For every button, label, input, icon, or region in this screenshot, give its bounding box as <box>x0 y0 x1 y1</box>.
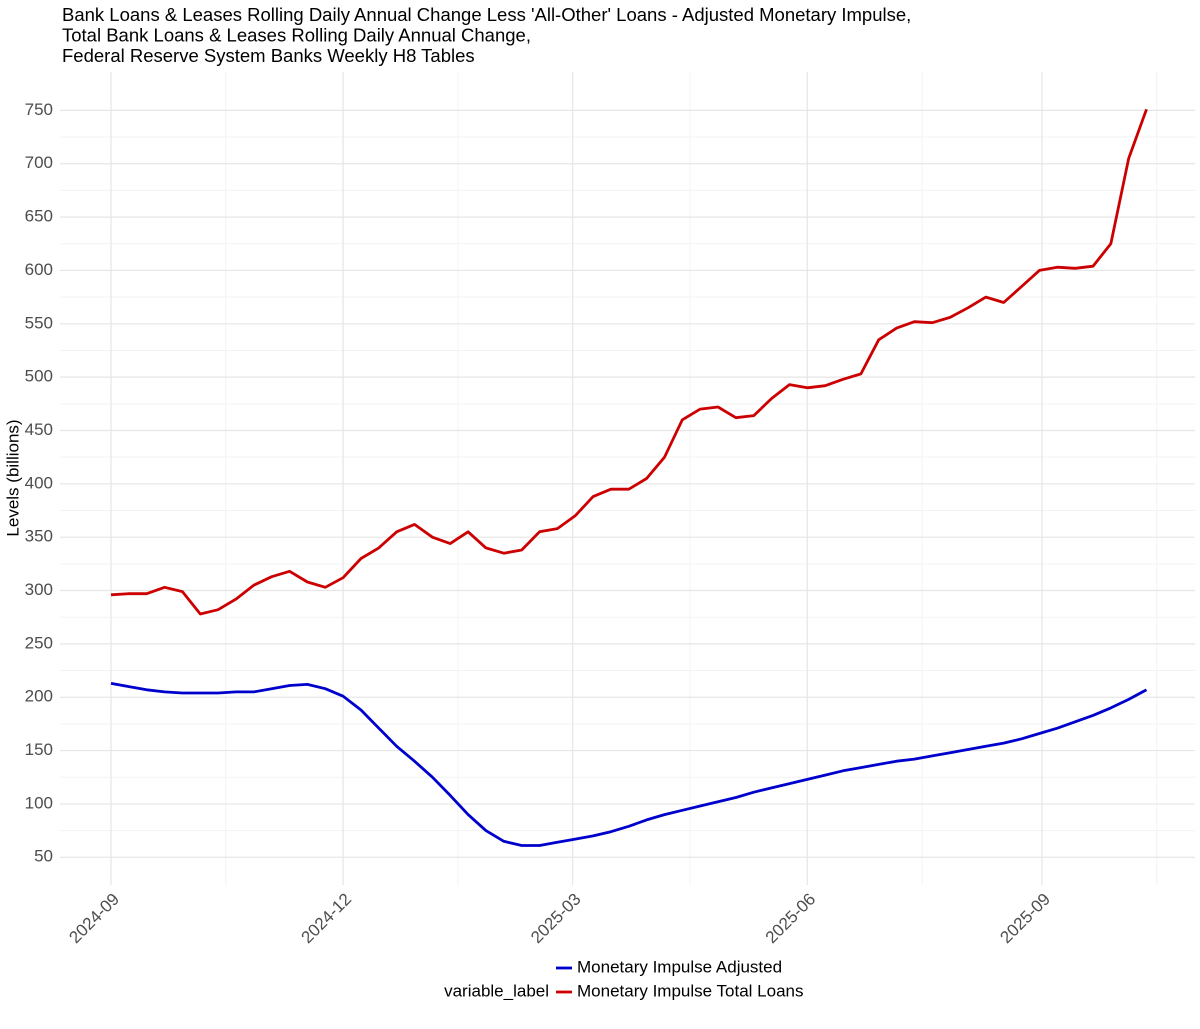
y-tick-label: 600 <box>25 260 53 279</box>
x-tick-label: 2024-09 <box>65 890 123 948</box>
data-line <box>110 682 1148 847</box>
y-tick-label: 250 <box>25 633 53 652</box>
x-tick-label: 2024-12 <box>298 890 356 948</box>
y-tick-label: 350 <box>25 527 53 546</box>
y-axis-label: Levels (billions) <box>3 419 22 536</box>
y-tick-label: 100 <box>25 793 53 812</box>
data-line <box>110 108 1148 616</box>
legend-label: Monetary Impulse Total Loans <box>577 981 803 1000</box>
title-line: Bank Loans & Leases Rolling Daily Annual… <box>62 4 911 25</box>
y-tick-label: 650 <box>25 207 53 226</box>
chart-title: Bank Loans & Leases Rolling Daily Annual… <box>62 4 911 66</box>
y-tick-label: 50 <box>34 847 53 866</box>
legend-title: variable_label <box>444 981 549 1000</box>
y-tick-label: 150 <box>25 740 53 759</box>
y-tick-label: 300 <box>25 580 53 599</box>
title-line: Total Bank Loans & Leases Rolling Daily … <box>62 24 531 45</box>
y-tick-label: 750 <box>25 100 53 119</box>
x-tick-label: 2025-03 <box>527 890 585 948</box>
y-tick-label: 400 <box>25 473 53 492</box>
y-tick-label: 700 <box>25 153 53 172</box>
y-tick-label: 200 <box>25 687 53 706</box>
x-tick-label: 2025-09 <box>996 890 1054 948</box>
x-tick-label: 2025-06 <box>762 890 820 948</box>
y-tick-label: 450 <box>25 420 53 439</box>
y-tick-label: 500 <box>25 367 53 386</box>
legend-label: Monetary Impulse Adjusted <box>577 957 782 976</box>
y-tick-label: 550 <box>25 313 53 332</box>
title-line: Federal Reserve System Banks Weekly H8 T… <box>62 45 475 66</box>
